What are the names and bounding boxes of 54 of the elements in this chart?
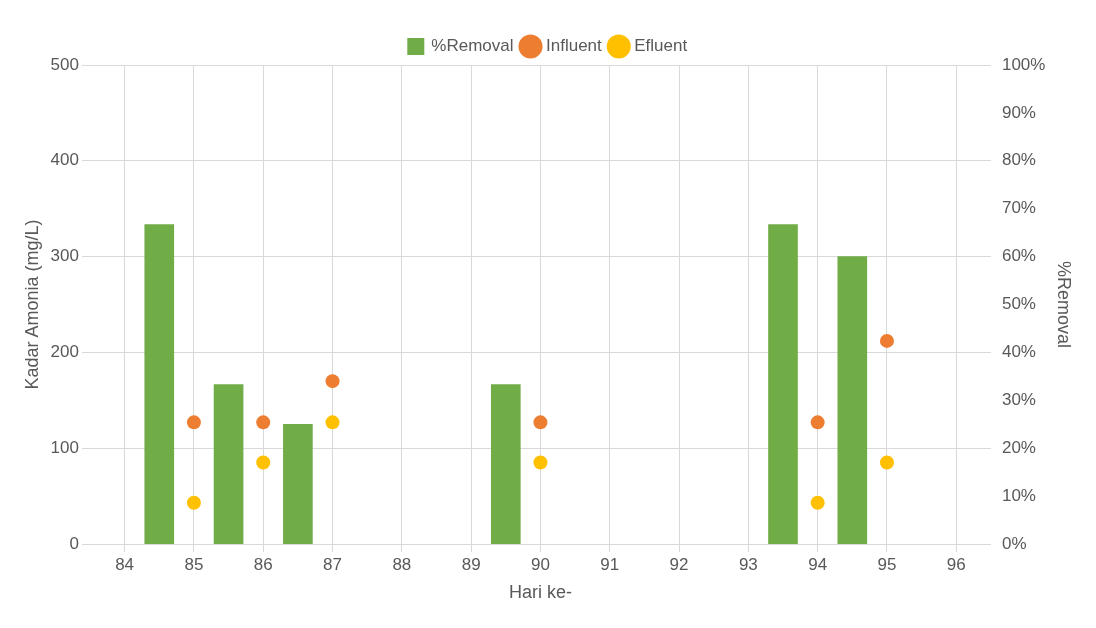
- x-tick-label: 92: [669, 554, 689, 574]
- x-tick-label: 94: [808, 554, 828, 574]
- x-tick-label: 96: [946, 554, 966, 574]
- x-tick-label: 90: [530, 554, 550, 574]
- bar: [213, 384, 244, 544]
- y2-tick-label: 0%: [1001, 533, 1027, 553]
- y2-tick-label: 80%: [1001, 150, 1036, 170]
- y2-tick-label: 40%: [1001, 342, 1036, 362]
- y-tick-label: 400: [50, 150, 79, 170]
- point: [879, 455, 894, 470]
- bar: [837, 256, 868, 544]
- point: [325, 374, 340, 389]
- legend-label: Efluent: [634, 36, 688, 56]
- y2-tick-label: 10%: [1001, 485, 1036, 505]
- point: [186, 415, 201, 430]
- y-tick-label: 500: [50, 54, 79, 74]
- point: [256, 415, 271, 430]
- x-tick-label: 86: [253, 554, 273, 574]
- y-tick-label: 100: [50, 437, 79, 457]
- y-tick-label: 200: [50, 342, 79, 362]
- point: [879, 333, 894, 348]
- x-tick-label: 84: [115, 554, 135, 574]
- y-axis-title: Kadar Amonia (mg/L): [21, 219, 42, 390]
- point: [533, 455, 548, 470]
- y2-tick-label: 20%: [1001, 437, 1036, 457]
- y-tick-label: 300: [50, 246, 79, 266]
- legend-label: %Removal: [431, 36, 514, 56]
- point: [186, 495, 201, 510]
- x-tick-label: 85: [184, 554, 204, 574]
- point: [256, 455, 271, 470]
- x-tick-label: 88: [392, 554, 412, 574]
- legend-label: Influent: [546, 36, 603, 56]
- y2-tick-label: 70%: [1001, 198, 1036, 218]
- y2-tick-label: 50%: [1001, 294, 1036, 314]
- point: [533, 415, 548, 430]
- x-tick-label: 93: [738, 554, 758, 574]
- x-axis-title: Hari ke-: [508, 582, 572, 603]
- x-tick-label: 95: [877, 554, 897, 574]
- bar: [283, 423, 313, 544]
- y2-tick-label: 30%: [1001, 389, 1036, 409]
- x-tick-label: 89: [461, 554, 481, 574]
- bar: [144, 224, 175, 544]
- y2-tick-label: 100%: [1001, 54, 1046, 74]
- point: [810, 415, 825, 430]
- x-tick-label: 91: [600, 554, 620, 574]
- y-tick-label: 0: [69, 533, 79, 553]
- point: [810, 495, 825, 510]
- bar: [490, 384, 521, 544]
- y2-tick-label: 90%: [1001, 102, 1036, 122]
- point: [325, 415, 340, 430]
- y2-axis-title: %Removal: [1054, 260, 1075, 349]
- y2-tick-label: 60%: [1001, 246, 1036, 266]
- x-tick-label: 87: [323, 554, 342, 574]
- bar: [768, 224, 798, 544]
